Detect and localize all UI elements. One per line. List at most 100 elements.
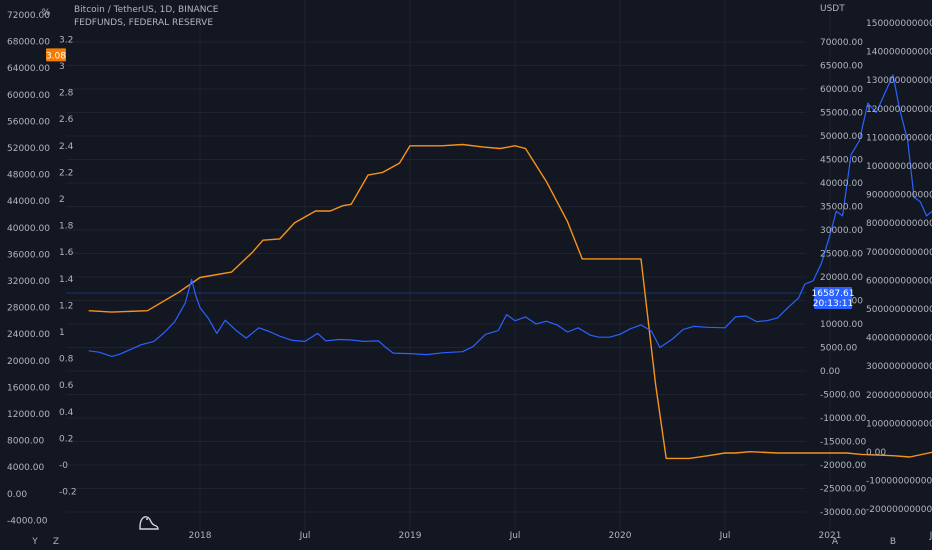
x-axis-tick: Jul [719, 531, 731, 541]
right-axis-unit: USDT [820, 4, 845, 14]
right-axis-tick: 25000.00 [820, 250, 863, 260]
left-axis-tick: -4000.00 [7, 516, 48, 526]
far-right-axis-tick: 0.00 [866, 448, 886, 458]
right-axis-tick: 5000.00 [820, 344, 857, 354]
far-right-axis-tick: 2000000000000.00 [866, 391, 932, 401]
far-right-axis-tick: 7000000000000.00 [866, 248, 932, 258]
percent-axis-tick: 0.8 [59, 355, 74, 365]
far-right-axis-tick: 8000000000000.00 [866, 219, 932, 229]
series-line-btc [88, 74, 932, 357]
btc-countdown-label: 20:13:11 [813, 299, 853, 309]
percent-axis-tick: 1.6 [59, 248, 74, 258]
far-right-axis-tick: 12000000000000.00 [866, 105, 932, 115]
percent-axis-tick: 1.4 [59, 275, 74, 285]
percent-axis-tick: 2 [59, 195, 65, 205]
left-axis-tick: 68000.00 [7, 38, 50, 48]
right-axis-tick: 60000.00 [820, 85, 863, 95]
corner-label-b: B [890, 537, 896, 547]
percent-axis-tick: 2.8 [59, 89, 74, 99]
tradingview-logo-icon [139, 516, 159, 530]
right-axis-tick: -20000.00 [820, 461, 866, 471]
x-axis-tick: Jul [929, 531, 932, 541]
right-axis-tick: 10000.00 [820, 320, 863, 330]
left-axis-tick: 32000.00 [7, 277, 50, 287]
left-axis-tick: 0.00 [7, 490, 27, 500]
left-axis-tick: 16000.00 [7, 383, 50, 393]
corner-label-a: A [832, 537, 839, 547]
x-axis-tick: Jul [509, 531, 521, 541]
left-axis-tick: 12000.00 [7, 410, 50, 420]
left-axis-tick: 24000.00 [7, 330, 50, 340]
far-right-axis-tick: 11000000000000.00 [866, 133, 932, 143]
far-right-axis-tick: 5000000000000.00 [866, 305, 932, 315]
left-axis-tick: 60000.00 [7, 91, 50, 101]
right-axis-tick: 50000.00 [820, 132, 863, 142]
btc-price-label: 16587.61 [812, 289, 855, 299]
far-right-axis-tick: 6000000000000.00 [866, 276, 932, 286]
far-right-axis-tick: 4000000000000.00 [866, 334, 932, 344]
left-axis-tick: 52000.00 [7, 144, 50, 154]
percent-axis-tick: 3.2 [59, 35, 73, 45]
right-axis-tick: -25000.00 [820, 485, 866, 495]
percent-axis-tick: 0.4 [59, 408, 74, 418]
left-axis-tick: 36000.00 [7, 250, 50, 260]
right-axis-tick: 0.00 [820, 367, 840, 377]
corner-label-y: Y [31, 537, 38, 547]
percent-axis-tick: -0 [59, 461, 68, 471]
percent-axis-tick: -0.2 [59, 488, 77, 498]
right-axis-tick: 70000.00 [820, 38, 863, 48]
far-right-axis-tick: 3000000000000.00 [866, 362, 932, 372]
legend-line-fedfunds: FEDFUNDS, FEDERAL RESERVE [74, 18, 213, 28]
right-axis-tick: 30000.00 [820, 226, 863, 236]
far-right-axis-tick: 10000000000000.00 [866, 162, 932, 172]
plot-series [88, 74, 932, 460]
percent-axis-tick: 1.8 [59, 222, 74, 232]
left-axis-tick: 20000.00 [7, 357, 50, 367]
left-axis-tick: 8000.00 [7, 437, 44, 447]
percent-axis-tick: 0.2 [59, 434, 73, 444]
right-axis-tick: 40000.00 [820, 179, 863, 189]
right-axis-tick: 35000.00 [820, 203, 863, 213]
far-right-axis-tick: 9000000000000.00 [866, 191, 932, 201]
left-axis-tick: 64000.00 [7, 64, 50, 74]
far-right-axis-tick: 14000000000000.00 [866, 48, 932, 58]
fedfunds-value-badge [46, 48, 66, 62]
series-line-fedfunds [88, 143, 932, 460]
x-axis-tick: 2019 [399, 531, 422, 541]
percent-axis-tick: 2.6 [59, 115, 74, 125]
left-axis-tick: 56000.00 [7, 117, 50, 127]
x-axis-tick: 2018 [189, 531, 212, 541]
right-axis-tick: -10000.00 [820, 414, 866, 424]
far-right-axis-tick: -2000000000000.00 [866, 505, 932, 515]
left-axis-tick: 48000.00 [7, 171, 50, 181]
right-axis-tick: 55000.00 [820, 109, 863, 119]
x-axis-tick: 2021 [819, 531, 842, 541]
right-axis-tick: 65000.00 [820, 62, 863, 72]
grid [66, 0, 831, 530]
corner-label-z: Z [53, 537, 59, 547]
percent-axis-tick: 1 [59, 328, 65, 338]
percent-axis-tick: 2.4 [59, 142, 74, 152]
x-axis-tick: Jul [299, 531, 311, 541]
left-axis-tick: 28000.00 [7, 304, 50, 314]
percent-axis-unit: % [42, 8, 51, 18]
right-axis-tick: 45000.00 [820, 156, 863, 166]
far-right-axis-tick: 13000000000000.00 [866, 76, 932, 86]
percent-axis-tick: 3 [59, 62, 65, 72]
left-axis-tick: 72000.00 [7, 11, 50, 21]
legend: Bitcoin / TetherUS, 1D, BINANCE FEDFUNDS… [74, 5, 219, 28]
right-axis-tick: -15000.00 [820, 438, 866, 448]
legend-line-btc: Bitcoin / TetherUS, 1D, BINANCE [74, 5, 219, 15]
left-axis-tick: 44000.00 [7, 197, 50, 207]
right-axis-tick: -5000.00 [820, 391, 861, 401]
far-right-axis-tick: 15000000000000.00 [866, 19, 932, 29]
percent-axis-tick: 2.2 [59, 168, 73, 178]
btc-price-badge [814, 287, 852, 310]
right-axis-tick: 20000.00 [820, 273, 863, 283]
percent-axis-tick: 1.2 [59, 301, 73, 311]
